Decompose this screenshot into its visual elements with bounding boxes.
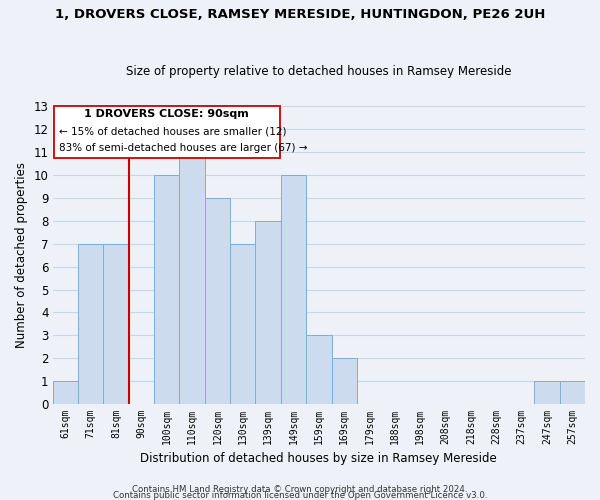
Bar — [332, 358, 357, 404]
Bar — [53, 382, 78, 404]
Title: Size of property relative to detached houses in Ramsey Mereside: Size of property relative to detached ho… — [126, 66, 512, 78]
Bar — [560, 382, 585, 404]
Bar — [281, 175, 306, 404]
Y-axis label: Number of detached properties: Number of detached properties — [15, 162, 28, 348]
Text: ← 15% of detached houses are smaller (12): ← 15% of detached houses are smaller (12… — [59, 126, 287, 136]
Bar — [103, 244, 129, 404]
Bar — [154, 175, 179, 404]
X-axis label: Distribution of detached houses by size in Ramsey Mereside: Distribution of detached houses by size … — [140, 452, 497, 465]
Bar — [230, 244, 256, 404]
Bar — [205, 198, 230, 404]
Bar — [179, 152, 205, 404]
FancyBboxPatch shape — [54, 106, 280, 158]
Bar — [78, 244, 103, 404]
Bar — [256, 220, 281, 404]
Bar — [306, 336, 332, 404]
Bar — [535, 382, 560, 404]
Text: 1 DROVERS CLOSE: 90sqm: 1 DROVERS CLOSE: 90sqm — [85, 109, 249, 119]
Text: 83% of semi-detached houses are larger (67) →: 83% of semi-detached houses are larger (… — [59, 143, 308, 153]
Text: 1, DROVERS CLOSE, RAMSEY MERESIDE, HUNTINGDON, PE26 2UH: 1, DROVERS CLOSE, RAMSEY MERESIDE, HUNTI… — [55, 8, 545, 20]
Text: Contains HM Land Registry data © Crown copyright and database right 2024.: Contains HM Land Registry data © Crown c… — [132, 485, 468, 494]
Text: Contains public sector information licensed under the Open Government Licence v3: Contains public sector information licen… — [113, 490, 487, 500]
